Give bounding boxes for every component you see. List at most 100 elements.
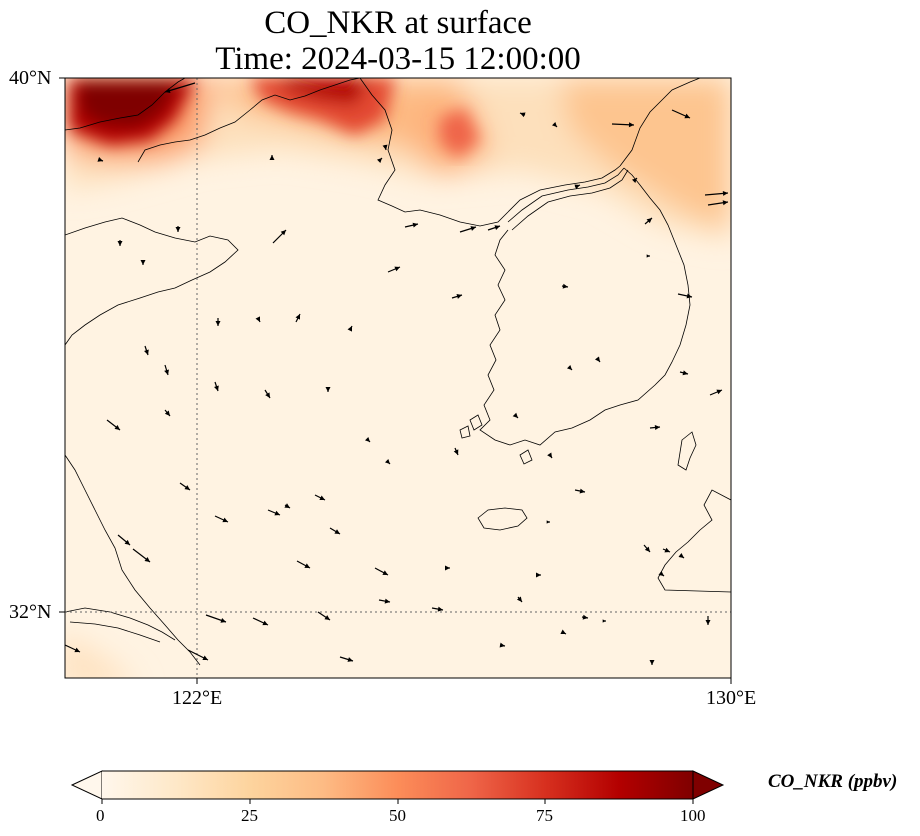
wind-vector-head (325, 387, 331, 392)
wind-vector-head (215, 321, 221, 326)
dmz-border-2 (507, 167, 625, 223)
yangtze-estuary (65, 607, 176, 641)
wind-vector-head (365, 437, 370, 442)
wind-vector-shaft (164, 82, 196, 93)
wind-vector-head (74, 647, 80, 653)
wind-vector-head (684, 113, 690, 119)
kyushu-coast (657, 489, 731, 593)
wind-vector-head (658, 571, 664, 576)
wind-vector-head (536, 572, 541, 578)
map-title: CO_NKR at surface (264, 5, 532, 41)
wind-vector-head (394, 266, 400, 272)
wind-vector-head (499, 642, 505, 648)
wind-vector-head (649, 660, 655, 665)
liaodong-coast (65, 78, 186, 131)
china-coast (65, 217, 239, 346)
wind-vector-head (722, 200, 728, 206)
axis-ticks (59, 77, 732, 684)
colorbar-gradient (102, 771, 693, 799)
gridlines (65, 78, 731, 678)
lon-tick-122: 122°E (172, 687, 223, 709)
wind-vector-head (445, 565, 450, 571)
lat-tick-40: 40°N (9, 67, 52, 89)
colorbar-tick-25: 25 (241, 806, 258, 825)
wind-vector-head (144, 349, 149, 355)
wind-vector-head (456, 294, 462, 299)
colorbar-tick-100: 100 (680, 806, 706, 825)
north-korea-east-coast (619, 78, 701, 167)
tsushima (677, 431, 697, 471)
colorbar (70, 770, 725, 804)
wind-vector-head (716, 389, 722, 395)
wind-vector-head (516, 596, 522, 602)
dmz-border-3 (511, 169, 629, 231)
wind-vector-head (347, 657, 353, 662)
korea-bay-coast (359, 78, 509, 227)
wind-vector-head (385, 459, 390, 464)
wind-vector-head (705, 620, 711, 625)
wind-vector-head (97, 157, 103, 162)
wind-vector-head (453, 449, 459, 455)
coastlines (65, 78, 731, 666)
islands-sw (459, 414, 533, 465)
wind-vector-head (664, 547, 670, 553)
wind-vector-head (280, 230, 286, 236)
wind-vector-head (304, 563, 310, 568)
concentration-field (65, 78, 731, 678)
colorbar-extend-low (70, 770, 103, 800)
wind-vector-head (644, 546, 650, 552)
wind-vector-head (547, 452, 552, 458)
wind-vector-head (164, 369, 169, 375)
wind-vector-head (560, 629, 566, 634)
wind-vector-head (546, 520, 550, 524)
wind-vector-head (175, 227, 181, 232)
wind-vector-head (384, 598, 390, 604)
wind-vector-head (124, 539, 130, 545)
wind-vector-head (567, 365, 572, 370)
wind-vector-head (140, 260, 146, 265)
lon-tick-130: 130°E (706, 687, 757, 709)
colorbar-tick-0: 0 (96, 806, 105, 825)
wind-vector-head (579, 488, 585, 494)
wind-vector-head (678, 553, 684, 558)
colorbar-label: CO_NKR (ppbv) (768, 771, 898, 792)
colorbar-tick-75: 75 (536, 806, 553, 825)
wind-vector-head (582, 614, 588, 620)
wind-vector-head (334, 529, 340, 534)
wind-vector-head (722, 190, 728, 196)
wind-vector-head (686, 293, 692, 299)
lat-tick-32: 32°N (9, 601, 52, 623)
wind-vector-head (682, 370, 688, 376)
wind-vector-head (377, 158, 382, 163)
wind-vector-head (562, 283, 568, 289)
wind-vector-head (269, 155, 275, 160)
wind-vector-head (412, 222, 418, 228)
wind-vector-head (117, 241, 123, 246)
map-subtitle-time: Time: 2024-03-15 12:00:00 (215, 41, 581, 77)
wind-vector-head (632, 178, 637, 183)
yangtze-estuary-2 (69, 621, 161, 643)
wind-vector-head (295, 314, 300, 320)
wind-vector-head (494, 225, 500, 230)
dmz-border (507, 165, 621, 213)
wind-vector-head (144, 556, 150, 562)
wind-vector-head (255, 316, 260, 322)
liaodong-peninsula (137, 78, 361, 163)
wind-vectors (64, 82, 729, 665)
wind-vector-head (222, 517, 228, 523)
field-hotspots (70, 78, 480, 158)
wind-vector-head (646, 254, 650, 258)
wind-vector-head (220, 617, 226, 623)
wind-vector-head (284, 503, 290, 508)
korea-west-coast (479, 167, 691, 446)
wind-vector-head (214, 385, 219, 391)
colorbar-tick-50: 50 (389, 806, 406, 825)
wind-vector-head (382, 570, 388, 575)
map-frame (64, 77, 732, 679)
wind-vector-head (437, 606, 443, 612)
wind-vector-head (262, 620, 268, 626)
wind-vector-head (324, 615, 330, 620)
wind-vector-head (164, 410, 170, 416)
wind-vector-head (470, 226, 476, 231)
